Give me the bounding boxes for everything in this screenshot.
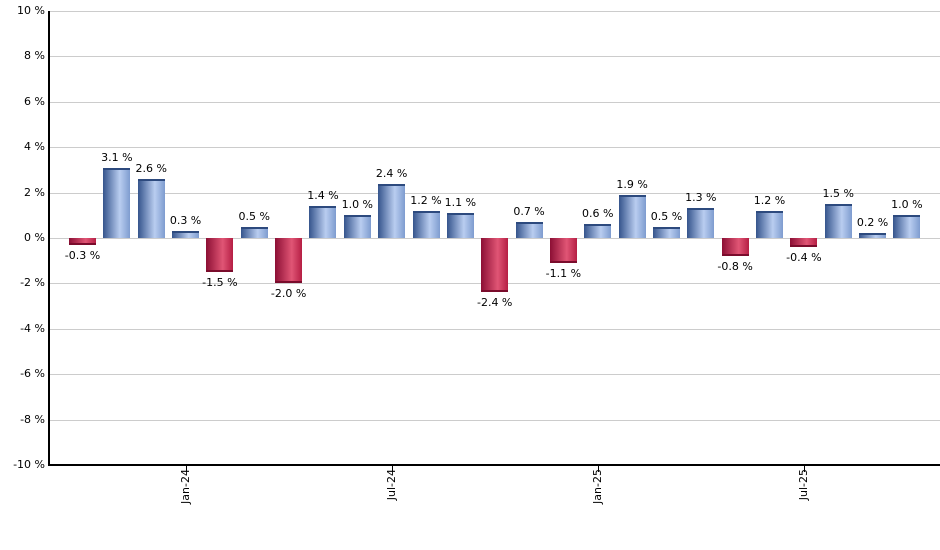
gridline [50, 101, 940, 103]
bar-value-label: 1.4 % [307, 189, 339, 203]
bar-value-label: -0.4 % [786, 251, 822, 265]
bar[interactable] [824, 203, 852, 238]
bar[interactable] [652, 226, 680, 238]
y-axis-tick-label: 8 % [24, 49, 45, 63]
bar[interactable] [893, 215, 921, 238]
y-axis-tick-label: 0 % [24, 231, 45, 244]
bar[interactable] [309, 206, 337, 238]
bar[interactable] [481, 238, 509, 293]
x-axis-line [48, 464, 940, 466]
bar-value-label: 0.7 % [513, 205, 545, 219]
x-axis-tick-label: Jul-25 [796, 469, 810, 501]
bar[interactable] [859, 233, 887, 238]
bar-value-label: 1.3 % [685, 191, 717, 205]
bar-value-label: 2.4 % [375, 166, 408, 180]
bar[interactable] [584, 224, 612, 238]
bar[interactable] [343, 215, 371, 238]
bar-value-label: 0.5 % [238, 209, 270, 223]
bar-value-label: -2.0 % [270, 287, 307, 301]
y-axis-tick-label: 4 % [24, 140, 45, 154]
bar-value-label: 3.1 % [101, 150, 133, 164]
y-axis-line [48, 11, 50, 466]
y-axis-tick-label: -4 % [20, 321, 45, 335]
bar-value-label: -2.4 % [476, 296, 513, 310]
bar-value-label: 0.6 % [582, 207, 614, 221]
y-axis-tick-label: -10 % [13, 458, 45, 471]
gridline [50, 11, 940, 12]
gridline [50, 419, 940, 421]
bar[interactable] [137, 178, 165, 238]
bar-value-label: -1.1 % [545, 266, 582, 280]
bar-value-label: 1.2 % [410, 193, 442, 207]
x-axis-tick-label: Jan-24 [178, 469, 192, 504]
bar[interactable] [618, 194, 646, 238]
bar-value-label: 0.2 % [856, 216, 889, 230]
y-axis-tick-label: -6 % [20, 367, 45, 381]
bar-value-label: 1.1 % [444, 196, 477, 210]
y-axis-tick-label: -2 % [20, 276, 45, 290]
gridline [50, 374, 940, 376]
bar[interactable] [790, 238, 818, 248]
x-axis-tick-label: Jan-25 [590, 469, 604, 504]
bar-value-label: 1.5 % [822, 186, 854, 200]
y-axis-tick-label: 2 % [24, 185, 45, 199]
bar[interactable] [69, 238, 96, 245]
bar-value-label: -1.5 % [202, 276, 238, 290]
x-axis-tick [185, 466, 187, 472]
bar[interactable] [412, 210, 440, 238]
gridline [50, 56, 940, 58]
bar[interactable] [172, 231, 200, 238]
bar-value-label: 1.2 % [753, 193, 786, 207]
x-axis-tick [597, 466, 599, 472]
bar-value-label: 1.0 % [341, 198, 374, 212]
bar[interactable] [549, 238, 577, 263]
gridline [50, 147, 940, 149]
bar-value-label: 0.5 % [650, 209, 683, 223]
bar[interactable] [275, 238, 303, 284]
x-axis-tick [803, 466, 805, 472]
y-axis-tick-label: -8 % [20, 412, 45, 426]
bar-value-label: 2.6 % [135, 161, 167, 175]
x-axis-tick [391, 466, 393, 472]
bar[interactable] [515, 222, 543, 238]
bar-value-label: -0.8 % [717, 260, 753, 274]
bar-value-label: 0.3 % [169, 214, 202, 228]
gridline [50, 192, 940, 194]
bar[interactable] [206, 238, 234, 273]
gridline [50, 328, 940, 330]
y-axis-tick-label: 6 % [24, 94, 45, 108]
bar[interactable] [687, 208, 715, 238]
bar-value-label: 1.0 % [891, 198, 923, 212]
bar-value-label: 1.9 % [616, 177, 648, 191]
x-axis-tick-label: Jul-24 [384, 469, 398, 501]
bar[interactable] [756, 210, 783, 238]
bar[interactable] [240, 226, 268, 238]
bar[interactable] [103, 167, 131, 238]
bar[interactable] [446, 213, 474, 238]
y-axis-tick-label: 10 % [17, 4, 45, 17]
bar[interactable] [378, 183, 406, 238]
bar[interactable] [721, 238, 749, 257]
bar-value-label: -0.3 % [64, 248, 101, 262]
